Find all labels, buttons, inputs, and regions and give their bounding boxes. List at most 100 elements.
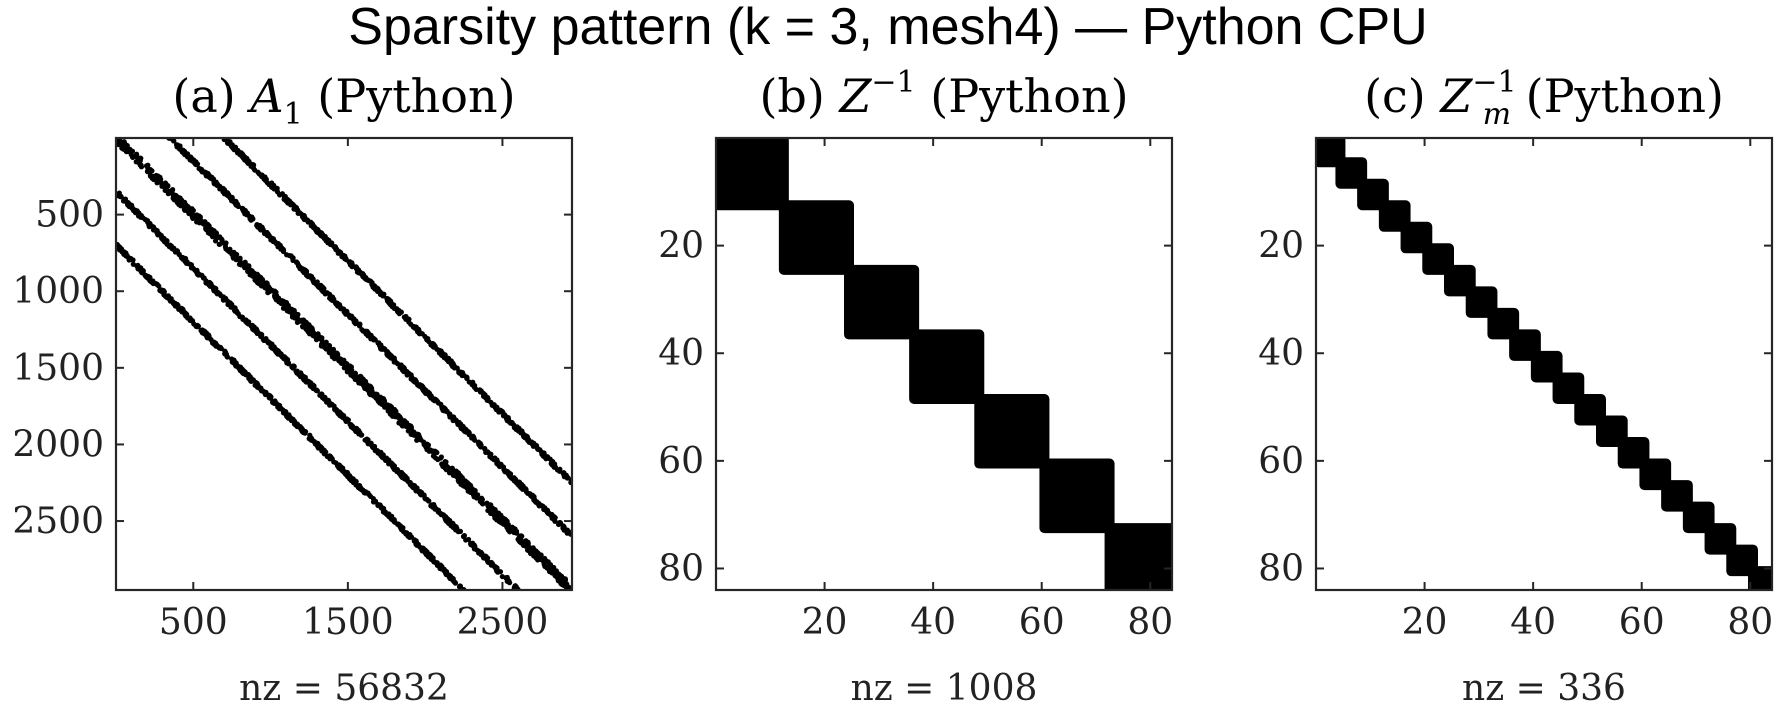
nonzero-point	[178, 197, 185, 203]
nonzero-point	[297, 264, 303, 271]
nonzero-point	[546, 568, 553, 575]
nonzero-point	[349, 424, 355, 430]
nonzero-point	[133, 159, 139, 165]
nonzero-point	[137, 162, 143, 168]
nonzero-point	[540, 503, 546, 509]
nonzero-point	[530, 494, 536, 501]
nonzero-point	[347, 476, 353, 482]
nonzero-point	[397, 523, 403, 529]
nonzero-point	[239, 205, 245, 211]
nonzero-point	[117, 138, 123, 144]
nonzero-point	[125, 255, 132, 261]
nonzero-point	[253, 381, 259, 387]
nonzero-point	[472, 489, 478, 495]
nonzero-point	[487, 454, 493, 460]
nonzero-point	[432, 343, 438, 349]
nonzero-point	[457, 583, 463, 589]
nonzero-point	[347, 363, 353, 369]
nonzero-point	[417, 382, 423, 388]
nonzero-point	[156, 283, 162, 289]
nonzero-point	[285, 200, 291, 206]
x-tick-label: 40	[1510, 602, 1556, 643]
nonzero-point	[497, 569, 504, 575]
nonzero-point	[327, 241, 334, 248]
nonzero-point	[174, 248, 181, 254]
nonzero-point	[361, 383, 367, 389]
nonzero-point	[457, 528, 464, 535]
nonzero-point	[240, 155, 247, 161]
nonzero-point	[517, 539, 523, 545]
nonzero-point	[319, 233, 325, 239]
nonzero-point	[351, 479, 357, 485]
nonzero-point	[346, 312, 352, 318]
nonzero-point	[182, 255, 189, 262]
nonzero-point	[452, 580, 459, 586]
nonzero-point	[435, 456, 441, 463]
nonzero-point	[494, 457, 500, 463]
nonzero-point	[428, 554, 434, 560]
nonzero-point	[245, 263, 252, 269]
nonzero-point	[351, 316, 357, 322]
nonzero-point	[362, 378, 369, 384]
y-tick-label: 40	[1258, 333, 1304, 374]
nonzero-point	[257, 275, 263, 281]
nonzero-point	[293, 206, 299, 213]
figure-suptitle: Sparsity pattern (k = 3, mesh4) — Python…	[348, 0, 1427, 56]
nonzero-point	[290, 417, 296, 423]
nonzero-point	[300, 268, 306, 274]
nonzero-point	[272, 292, 279, 298]
nonzero-point	[412, 537, 418, 543]
nonzero-point	[492, 405, 499, 411]
axes-frame	[1314, 136, 1774, 592]
nonzero-point	[226, 141, 232, 147]
nonzero-point	[309, 382, 315, 388]
nonzero-point	[368, 336, 374, 342]
nonzero-point	[494, 515, 500, 521]
nonzero-point	[368, 440, 374, 446]
nonzero-point	[354, 377, 360, 383]
nonzero-point	[212, 340, 218, 346]
subplot-title: (b) Z−1 (Python)	[759, 65, 1128, 123]
nonzero-point	[531, 547, 537, 553]
nonzero-point	[217, 234, 223, 240]
nonzero-point	[474, 547, 480, 553]
nonzero-point	[337, 304, 344, 310]
nonzero-block	[1748, 566, 1772, 590]
nonzero-point	[505, 523, 511, 529]
nonzero-point	[330, 346, 337, 353]
nonzero-point	[342, 309, 348, 315]
nonzero-block	[1104, 523, 1172, 590]
nonzero-point	[249, 378, 255, 384]
nonzero-point	[116, 141, 122, 148]
nonzero-point	[540, 453, 546, 459]
nonzero-point	[557, 520, 563, 526]
nonzero-point	[234, 150, 241, 156]
nonzero-point	[343, 255, 349, 262]
nonzero-point	[280, 408, 286, 414]
nonzero-point	[277, 192, 283, 198]
nonzero-point	[275, 404, 281, 410]
nonzero-point	[259, 173, 265, 180]
nonzero-point	[304, 271, 310, 277]
nonzero-point	[514, 481, 521, 487]
y-tick-label: 80	[1258, 548, 1304, 589]
nonzero-point	[435, 509, 441, 515]
nonzero-point	[416, 489, 422, 495]
nonzero-point	[344, 469, 350, 476]
nonzero-point	[384, 349, 391, 355]
nonzero-point	[362, 489, 369, 495]
nonzero-point	[439, 405, 445, 412]
nonzero-point	[337, 358, 343, 364]
nonzero-point	[265, 232, 271, 238]
nonzero-point	[564, 582, 570, 588]
nonzero-point	[202, 331, 208, 337]
nonzero-point	[199, 169, 205, 175]
nonzero-point	[307, 330, 313, 336]
nonzero-point	[383, 510, 389, 516]
nonzero-point	[382, 404, 388, 410]
nonzero-point	[357, 483, 363, 489]
nonzero-point	[466, 430, 472, 437]
nonzero-point	[426, 498, 432, 504]
nonzero-point	[454, 525, 460, 531]
nonzero-point	[245, 268, 251, 275]
